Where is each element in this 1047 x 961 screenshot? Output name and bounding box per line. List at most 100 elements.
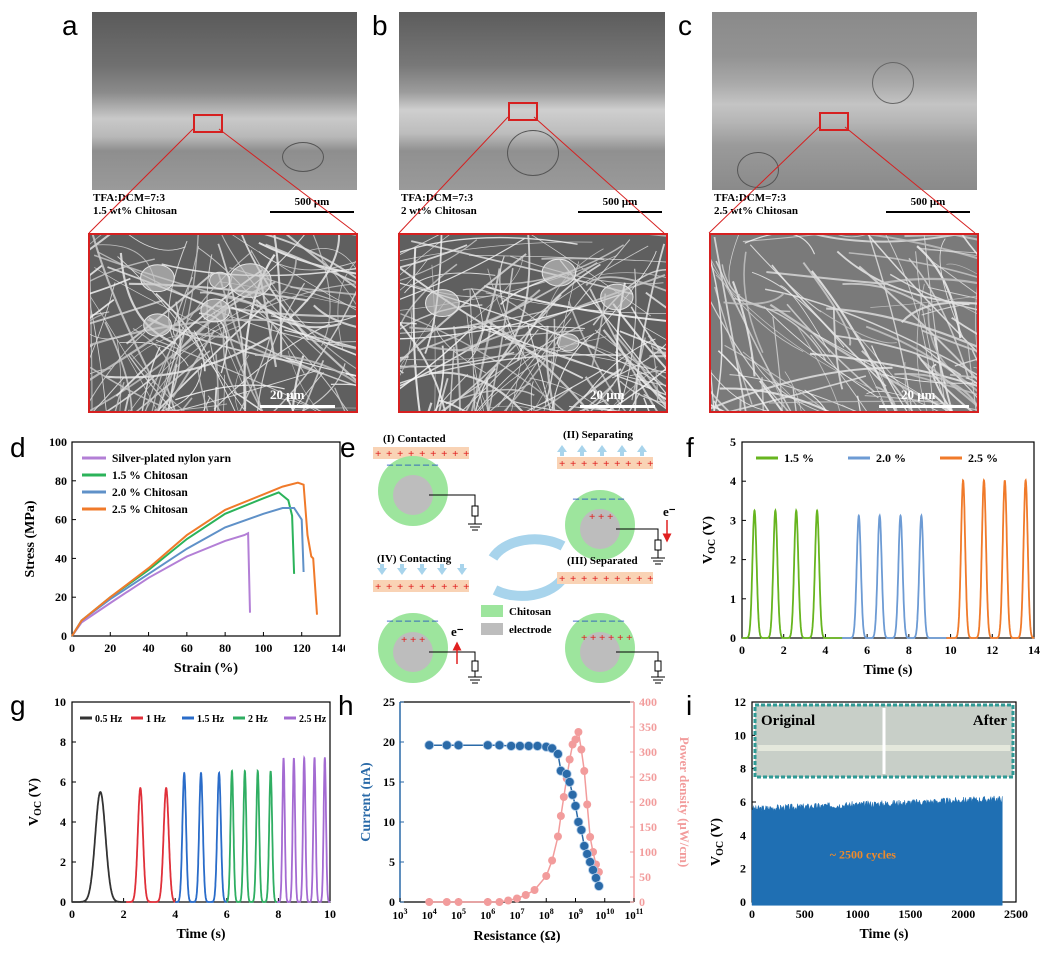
y-tick-label: 4	[740, 828, 746, 842]
legend-label-electrode: electrode	[509, 624, 552, 636]
panel-letter-g: g	[10, 690, 26, 721]
plate-4	[373, 580, 469, 592]
y-tick-label: 0	[61, 629, 67, 643]
x-tick-label: 0	[69, 641, 75, 655]
chart-current-power-resistance: 103 104 105 106 107 108 109 1010 101105101520250…	[359, 695, 690, 944]
power-point	[574, 728, 583, 736]
plate-3	[557, 572, 653, 584]
x-tick-label: 40	[143, 641, 155, 655]
x-tick-label: 1500	[898, 907, 922, 921]
x-tick-label: 106	[480, 907, 495, 922]
panel-letter-a: a	[62, 10, 78, 41]
legend-label-3: 2.5 %	[968, 451, 998, 465]
y-axis-label: VOC (V)	[701, 516, 718, 564]
y-tick-label: 8	[740, 762, 746, 776]
series-line-3	[946, 478, 1035, 639]
x-tick-label: 500	[796, 907, 814, 921]
current-point	[424, 740, 435, 751]
power-point	[542, 872, 551, 880]
y-tick-label: 60	[55, 513, 67, 527]
x-tick-label: 140	[331, 641, 345, 655]
power-point	[556, 812, 565, 820]
x-tick-label: 1010	[595, 907, 614, 922]
panel-letter-i: i	[686, 690, 693, 721]
power-point	[553, 832, 562, 841]
series-line-1	[72, 791, 127, 903]
plate-plus-1: + + + + + + + + +	[375, 448, 470, 460]
sem-image-a	[92, 12, 357, 190]
y-tick-label: 6	[60, 775, 66, 789]
scalebar-a	[270, 211, 354, 213]
panel-letter-c: c	[678, 10, 692, 41]
panel-letter-f: f	[686, 432, 694, 463]
inset-label-original: Original	[761, 713, 815, 729]
electrode-core-1	[393, 475, 433, 515]
roi-box-b	[508, 102, 538, 121]
y-tick-label: 10	[734, 728, 746, 742]
power-point	[559, 793, 568, 801]
series-line-4	[226, 768, 278, 903]
caption-a-line1: TFA:DCM=7:3	[93, 192, 166, 204]
x-axis-label: Strain (%)	[174, 661, 239, 676]
stage-label-1: (I) Contacted	[383, 433, 446, 445]
plate-2	[557, 457, 653, 469]
current-point	[567, 789, 578, 800]
svg-text:‒ ‒ ‒ ‒ ‒ ‒: ‒ ‒ ‒ ‒ ‒ ‒	[572, 613, 625, 627]
svg-text:+ + +: + + +	[401, 634, 425, 646]
electrode-core-4	[393, 632, 433, 672]
y-tick-label: 0	[730, 631, 736, 645]
sem-image-b	[399, 12, 665, 190]
svg-text:+ + + + + + + + +: + + + + + + + + +	[559, 573, 654, 585]
stage-label-4: (IV) Contacting	[377, 553, 452, 565]
chart-stress-strain: 0 20 40 60 80 100 120 140 0 20 40 60 80 100 Strain (%)…	[23, 435, 345, 676]
current-point	[523, 741, 534, 751]
series-line-2	[126, 787, 176, 903]
current-point	[547, 743, 558, 754]
sem-image-c	[712, 12, 977, 190]
y-tick-label: 5	[389, 855, 395, 869]
power-point	[571, 735, 580, 744]
power-point	[483, 898, 492, 906]
zoom-image-a: 20 μm	[88, 233, 358, 413]
x-tick-label: 60	[181, 641, 193, 655]
power-point	[577, 745, 586, 754]
diagram-triboelectric-cycle: (I) Contacted + + + + + + + + + ‒ ‒ ‒ ‒ …	[373, 429, 676, 684]
legend-label-chitosan: Chitosan	[509, 606, 551, 618]
panel-letter-h: h	[338, 690, 354, 721]
current-point	[553, 749, 563, 759]
current-point	[593, 881, 604, 891]
zoom-scalebar-b	[580, 405, 655, 408]
legend-label-2: 1.5 % Chitosan	[112, 470, 188, 482]
y-tick-label: 2	[740, 862, 746, 876]
svg-text:+ + +: + + +	[589, 511, 613, 523]
legend-label-2: 2.0 %	[876, 451, 906, 465]
current-point	[532, 741, 543, 751]
zoom-scalebar-a	[260, 405, 335, 408]
svg-text:+ + + + + + + + +: + + + + + + + + +	[375, 581, 470, 593]
x-tick-label: 8	[906, 643, 912, 657]
y-tick-label: 4	[730, 474, 736, 488]
y-tick-label: 15	[383, 775, 395, 789]
zoom-scale-label-b: 20 μm	[590, 387, 625, 402]
x-tick-label: 6	[224, 907, 230, 921]
fiber-texture-c	[711, 235, 977, 411]
x-tick-label: 0	[739, 643, 745, 657]
x-tick-label: 107	[510, 907, 525, 922]
y-tick-label: 80	[55, 474, 67, 488]
panel-letter-e: e	[340, 432, 356, 463]
current-point	[515, 741, 525, 751]
legend-label-3: 1.5 Hz	[197, 714, 225, 725]
x-tick-label: 80	[219, 641, 231, 655]
y-tick-label: 5	[730, 435, 736, 449]
x-tick-label: 100	[254, 641, 272, 655]
y-tick-label: 100	[49, 435, 67, 449]
x-tick-label: 14	[1028, 643, 1040, 657]
series-line-4	[71, 481, 318, 637]
x-tick-label: 10	[945, 643, 957, 657]
y-tick-label: 12	[734, 695, 746, 709]
y-tick-label: 0	[60, 895, 66, 909]
x-tick-label: 105	[451, 907, 466, 922]
legend-label-1: Silver-plated nylon yarn	[112, 453, 232, 465]
y-tick-label: 1	[730, 592, 736, 606]
